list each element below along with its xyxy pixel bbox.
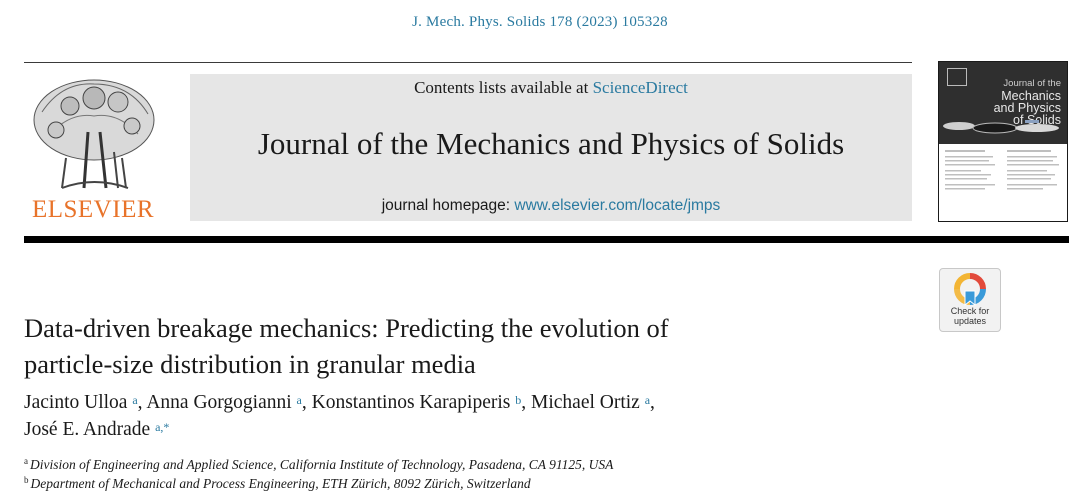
cover-artwork-icon <box>943 120 1059 134</box>
article-title-line2: particle-size distribution in granular m… <box>24 349 476 379</box>
check-for-updates-line2: updates <box>953 316 987 326</box>
cover-title-line1: Journal of the <box>1003 78 1061 89</box>
article-title-line1: Data-driven breakage mechanics: Predicti… <box>24 313 669 343</box>
journal-title: Journal of the Mechanics and Physics of … <box>257 126 845 161</box>
check-for-updates-line1: Check for <box>950 306 990 316</box>
homepage-line: journal homepage: www.elsevier.com/locat… <box>190 197 912 215</box>
author-name[interactable]: Konstantinos Karapiperis <box>311 392 511 413</box>
affiliation-mark: b <box>24 475 29 485</box>
affiliation-a: a Division of Engineering and Applied Sci… <box>24 456 614 473</box>
journal-banner: Contents lists available at ScienceDirec… <box>190 74 912 221</box>
header-thick-divider <box>24 236 1069 243</box>
cover-header: Journal of the Mechanics and Physics of … <box>939 62 1067 144</box>
contents-line: Contents lists available at ScienceDirec… <box>190 78 912 98</box>
check-for-updates-icon <box>954 273 986 307</box>
check-for-updates-button[interactable]: Check for updates <box>939 268 1001 332</box>
cover-title-line2: Mechanics <box>1001 89 1061 103</box>
author-affiliation-mark[interactable]: a <box>132 393 138 407</box>
author-affiliation-mark[interactable]: b <box>515 393 522 407</box>
check-for-updates-label: Check for updates <box>940 306 1000 326</box>
article-title: Data-driven breakage mechanics: Predicti… <box>24 310 904 382</box>
author-list: Jacinto Ulloa a, Anna Gorgogianni a, Kon… <box>24 392 655 440</box>
author-name[interactable]: Anna Gorgogianni <box>146 392 292 413</box>
author-affiliation-mark[interactable]: a <box>296 393 302 407</box>
cover-publisher-logo-icon <box>947 68 967 86</box>
elsevier-wordmark: ELSEVIER <box>31 196 155 223</box>
author-name[interactable]: Michael Ortiz <box>531 392 640 413</box>
author-name[interactable]: José E. Andrade <box>24 419 151 440</box>
affiliation-text: Department of Mechanical and Process Eng… <box>30 476 531 491</box>
homepage-link[interactable]: www.elsevier.com/locate/jmps <box>514 197 721 214</box>
affiliation-mark: a <box>24 456 28 466</box>
author-affiliation-mark[interactable]: a <box>644 393 651 407</box>
sciencedirect-link[interactable]: ScienceDirect <box>592 78 688 97</box>
contents-prefix: Contents lists available at <box>414 78 593 97</box>
author-name[interactable]: Jacinto Ulloa <box>24 392 128 413</box>
journal-citation[interactable]: J. Mech. Phys. Solids 178 (2023) 105328 <box>412 14 668 30</box>
elsevier-tree-icon <box>33 79 155 189</box>
cover-contents-area <box>939 144 1067 221</box>
affiliation-text: Division of Engineering and Applied Scie… <box>30 457 614 472</box>
cover-title-line3: and Physics <box>993 101 1061 115</box>
homepage-prefix: journal homepage: <box>381 197 515 214</box>
author-affiliation-mark[interactable]: a,* <box>155 420 170 434</box>
elsevier-logo: ELSEVIER <box>22 72 164 224</box>
cover-contents-icon <box>945 150 1059 190</box>
cover-journal-title: Journal of the Mechanics and Physics of … <box>971 78 1061 126</box>
affiliation-b: b Department of Mechanical and Process En… <box>24 475 531 492</box>
journal-cover-thumbnail[interactable]: Journal of the Mechanics and Physics of … <box>938 61 1068 222</box>
header-divider <box>24 62 912 63</box>
